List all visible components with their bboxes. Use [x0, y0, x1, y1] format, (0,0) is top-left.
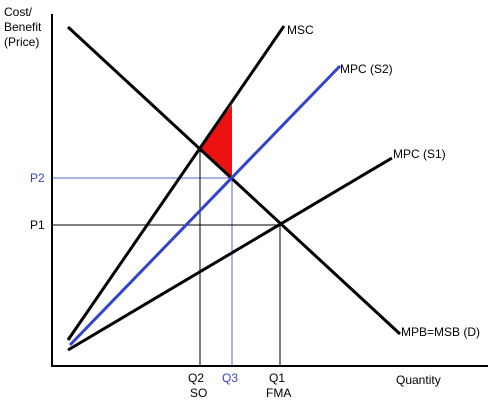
- mpc-s2-label: MPC (S2): [340, 62, 393, 76]
- y-axis-label-line-3: (Price): [4, 35, 39, 49]
- x-axis-label: Quantity: [396, 373, 441, 387]
- mpb-demand-curve: [66, 25, 402, 336]
- q1-sub-label: FMA: [266, 386, 291, 400]
- msc-label: MSC: [287, 23, 314, 37]
- y-axis-label-line-1: Cost/: [4, 5, 33, 19]
- mpc-s1-curve: [67, 156, 393, 352]
- p2-label: P2: [30, 171, 45, 185]
- msc-curve: [66, 25, 286, 341]
- mpb-label: MPB=MSB (D): [401, 325, 480, 339]
- mpc-s2-curve: [68, 64, 342, 347]
- mpc-s1-label: MPC (S1): [393, 147, 446, 161]
- welfare-loss-triangle: [200, 105, 232, 178]
- q2-label: Q2: [188, 371, 204, 385]
- y-axis-label-line-2: Benefit: [4, 20, 42, 34]
- q3-label: Q3: [222, 371, 238, 385]
- q1-label: Q1: [269, 371, 285, 385]
- p1-label: P1: [30, 218, 45, 232]
- q2-sub-label: SO: [190, 386, 207, 400]
